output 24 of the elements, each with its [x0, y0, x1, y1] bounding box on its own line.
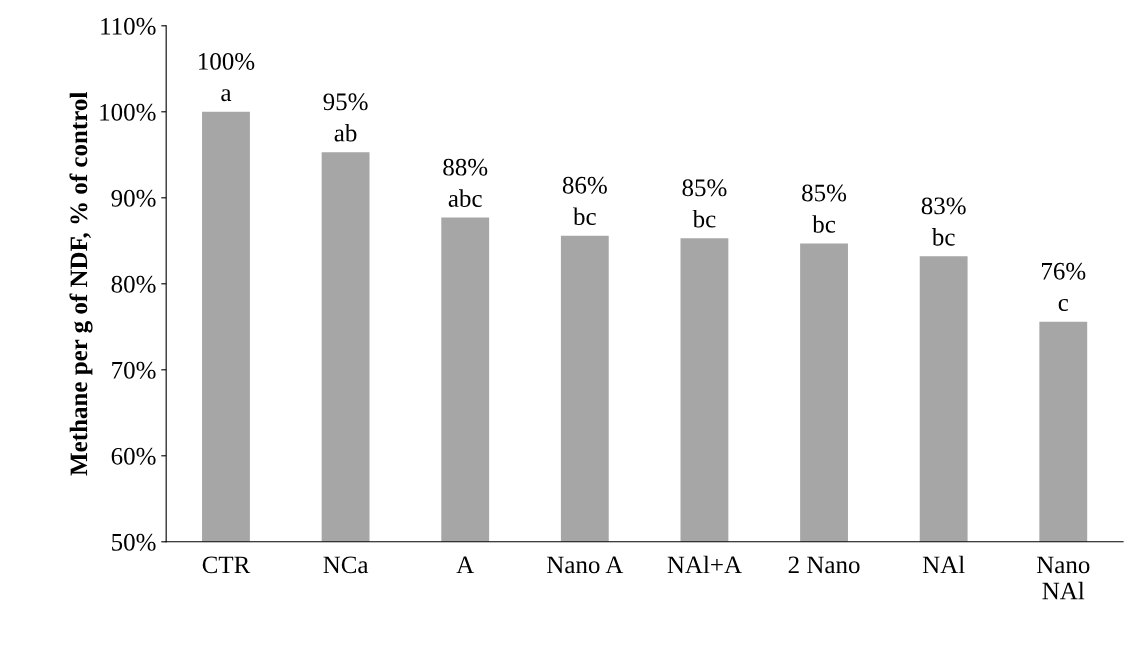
data-label: 83% bc [921, 197, 966, 246]
data-label: 88% abc [443, 158, 488, 207]
data-label: 95% ab [323, 93, 368, 142]
x-tick-label: NAl+A [667, 555, 742, 574]
y-tick-label: 70% [112, 361, 156, 379]
y-tick-label: 60% [111, 447, 156, 465]
data-label: 85% bc [682, 179, 727, 228]
y-tick-label: 100% [100, 103, 156, 121]
x-tick-label: 2 Nano [788, 556, 860, 574]
y-axis-title: Methane per g of NDF, % of control [69, 92, 93, 476]
x-tick-label: A [456, 556, 475, 574]
data-label: 85% bc [802, 184, 847, 233]
y-tick-label: 80% [111, 275, 156, 293]
y-tick-label: 110% [101, 17, 156, 35]
x-tick-label: Nano NAl [1036, 556, 1090, 600]
x-tick-label: Nano A [547, 556, 624, 574]
y-tick-label: 50% [112, 533, 156, 551]
data-label: 100% a [199, 52, 255, 102]
data-label: 86% bc [562, 176, 607, 226]
y-tick-label: 90% [111, 189, 156, 207]
x-tick-label: NCa [323, 556, 369, 574]
data-label: 76% c [1042, 262, 1086, 312]
x-tick-label: CTR [202, 556, 251, 574]
x-tick-label: NAl [922, 555, 965, 574]
